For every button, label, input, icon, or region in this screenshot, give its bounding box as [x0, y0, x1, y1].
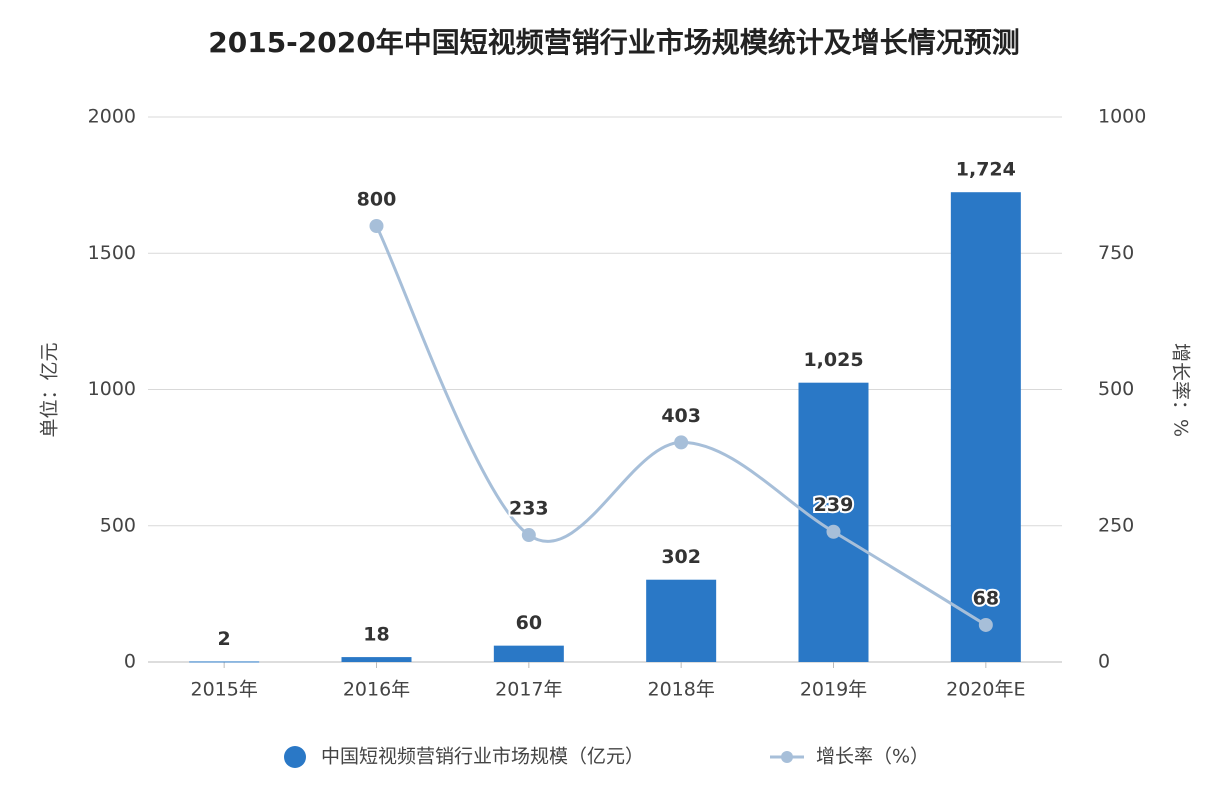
legend-label: 增长率（%） — [816, 746, 929, 768]
line-value-label: 800 — [357, 189, 397, 211]
bar — [646, 579, 717, 662]
x-tick-label: 2017年 — [495, 679, 562, 701]
line-point — [521, 528, 536, 543]
y2-tick-label: 1000 — [1098, 106, 1146, 128]
y-tick-label: 1500 — [88, 242, 136, 264]
line-value-label: 239 — [814, 494, 854, 516]
x-tick-label: 2016年 — [343, 679, 410, 701]
bar — [341, 657, 412, 662]
y-tick-label: 0 — [124, 651, 136, 673]
bar-value-label: 2 — [218, 628, 231, 650]
y2-tick-label: 250 — [1098, 514, 1134, 536]
y-axis-label: 单位：亿元 — [39, 342, 61, 437]
bar — [950, 192, 1021, 662]
x-tick-label: 2020年E — [946, 679, 1025, 701]
bar-value-label: 302 — [661, 546, 701, 568]
legend-marker — [781, 751, 793, 763]
bar — [798, 382, 869, 662]
y2-tick-label: 750 — [1098, 242, 1134, 264]
bar-value-label: 1,724 — [956, 159, 1016, 181]
line-value-label: 68 — [973, 587, 999, 609]
y2-axis-label: 增长率：% — [1170, 343, 1192, 437]
y2-tick-label: 0 — [1098, 651, 1110, 673]
legend-marker — [284, 746, 306, 768]
legend-label: 中国短视频营销行业市场规模（亿元） — [321, 746, 644, 768]
bar — [493, 645, 564, 662]
line-point — [674, 435, 689, 450]
x-tick-label: 2018年 — [647, 679, 714, 701]
y-tick-label: 1000 — [88, 378, 136, 400]
line-point — [978, 617, 993, 632]
line — [375, 225, 987, 627]
x-tick-label: 2015年 — [190, 679, 257, 701]
line-point — [369, 219, 384, 233]
line-value-label: 403 — [661, 405, 701, 427]
y2-tick-label: 500 — [1098, 378, 1134, 400]
line-value-label: 233 — [509, 498, 549, 520]
y-tick-label: 2000 — [88, 106, 136, 128]
line-point — [826, 524, 841, 539]
bar — [189, 661, 260, 663]
bar-value-label: 60 — [516, 612, 542, 634]
bar-value-label: 18 — [363, 624, 389, 646]
bar-value-label: 1,025 — [803, 349, 863, 371]
y-tick-label: 500 — [100, 514, 136, 536]
chart-title: 2015-2020年中国短视频营销行业市场规模统计及增长情况预测 — [208, 26, 1019, 59]
x-tick-label: 2019年 — [800, 679, 867, 701]
